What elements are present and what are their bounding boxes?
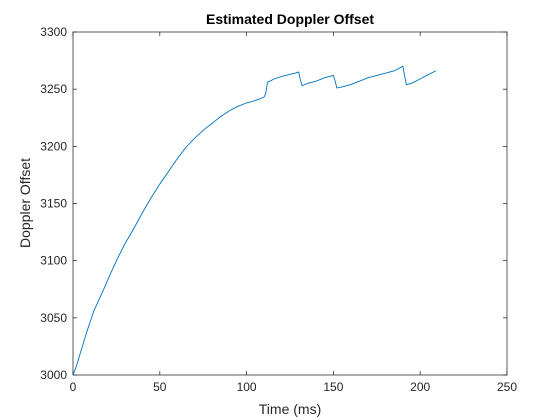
x-axis-tick-labels: 0 50 100 150 200 250 [70, 380, 518, 394]
chart-title: Estimated Doppler Offset [206, 11, 374, 27]
y-tick-label: 3300 [40, 25, 67, 39]
y-tick-label: 3100 [40, 254, 67, 268]
y-tick-label: 3150 [40, 197, 67, 211]
x-tick-label: 0 [70, 380, 77, 394]
y-axis-tick-labels: 3000 3050 3100 3150 3200 3250 3300 [40, 25, 67, 382]
x-tick-label: 200 [410, 380, 430, 394]
y-tick-label: 3200 [40, 139, 67, 153]
x-axis-label: Time (ms) [259, 401, 321, 417]
y-tick-label: 3050 [40, 311, 67, 325]
series-line [72, 65, 437, 376]
x-tick-label: 50 [153, 380, 167, 394]
y-axis-label: Doppler Offset [17, 158, 33, 248]
y-tick-label: 3250 [40, 82, 67, 96]
x-tick-label: 250 [497, 380, 517, 394]
x-tick-label: 100 [237, 380, 257, 394]
plot-area [72, 31, 508, 376]
x-tick-label: 150 [323, 380, 343, 394]
y-axis-ticks [73, 31, 507, 376]
y-tick-label: 3000 [40, 368, 67, 382]
x-axis-ticks [72, 32, 508, 375]
